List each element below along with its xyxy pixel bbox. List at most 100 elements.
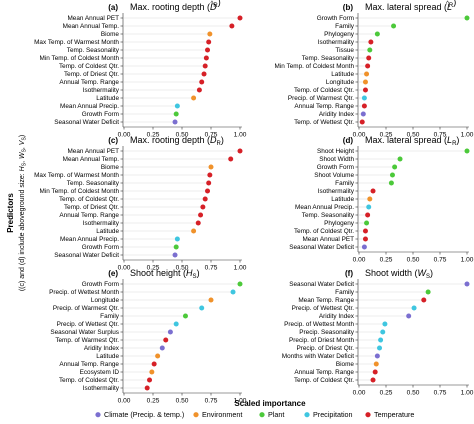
x-tick-label: 0.75 (205, 132, 218, 139)
predictor-label: Temp. of Driest Qtr. (64, 204, 119, 211)
predictor-label: Longitude (91, 297, 120, 304)
predictor-point (208, 297, 214, 303)
predictor-label: Temp. of Driest Qtr. (64, 71, 119, 78)
predictor-label: Isothermality (83, 87, 120, 94)
predictor-point (365, 63, 371, 69)
predictor-point (361, 103, 367, 109)
predictor-label: Temp. of Coldest Qtr. (59, 377, 119, 384)
predictor-label: Temp. Seasonality (67, 180, 120, 187)
x-tick-label: 1.00 (234, 265, 247, 272)
predictor-point (389, 172, 395, 178)
predictor-point (366, 204, 372, 210)
predictor-point (174, 236, 180, 242)
legend-label: Temperature (374, 410, 414, 419)
predictor-row: Precip. of Warmest Qtr. (288, 95, 367, 102)
predictor-label: Precip. of Driest Month (289, 337, 354, 344)
predictor-row: Mean Annual PET (67, 148, 243, 155)
predictor-row: Longitude (326, 79, 368, 86)
panel-axes: 0.00 0.25 0.50 0.75 1.00 (118, 279, 247, 405)
predictor-row: Temp. of Coldest Qtr. (59, 63, 208, 70)
predictor-label: Seasonal Water Deficit (289, 244, 354, 251)
predictor-label: Precip. of Driest Qtr. (296, 345, 354, 352)
x-tick-label: 0.00 (353, 257, 366, 264)
predictor-point (206, 39, 212, 45)
predictor-label: Min Temp. of Coldest Month (40, 188, 120, 195)
predictor-point (229, 23, 235, 29)
predictor-label: Isothermality (318, 39, 355, 46)
predictor-label: Precip. of Wettest Qtr. (292, 305, 355, 312)
x-tick-label: 0.50 (176, 398, 189, 405)
predictor-label: Precip. of Wettest Qtr. (57, 321, 120, 328)
predictor-label: Shoot Width (319, 156, 354, 163)
predictor-point (421, 297, 427, 303)
predictor-label: Max Temp. of Warmest Month (34, 172, 119, 179)
predictor-row: Temp. of Coldest Qtr. (294, 228, 368, 235)
legend-item: Climate (Precip. & temp.) (95, 410, 184, 419)
predictor-point (208, 164, 214, 170)
predictor-point (191, 228, 197, 234)
panel-letter: (b) (343, 3, 354, 12)
predictor-row: Biome (336, 361, 379, 368)
panel-b: (b) Max. lateral spread (L^R) 0.00 0.25 0.50… (275, 0, 474, 139)
predictor-point (172, 119, 178, 125)
predictor-point (406, 313, 412, 319)
x-tick-label: 0.75 (205, 398, 218, 405)
predictor-label: Isothermality (318, 188, 355, 195)
predictor-point (163, 337, 169, 343)
predictor-label: Growth Form (317, 15, 354, 22)
predictor-point (365, 212, 371, 218)
y-axis-title-group: Predictors (6, 193, 15, 233)
predictor-row: Months with Water Deficit (282, 353, 380, 360)
legend: Climate (Precip. & temp.) Environment Plan… (95, 410, 414, 419)
predictor-label: Family (100, 313, 120, 320)
predictor-row: Annual Temp. Range (59, 361, 157, 368)
x-tick-label: 0.75 (205, 265, 218, 272)
predictor-row: Mean Annual PET (302, 236, 368, 243)
panels-group: (a) Max. rooting depth (D^R)0.00 0.25 0.50 0… (34, 0, 474, 405)
predictor-row: Seasonal Water Deficit (54, 252, 178, 259)
predictor-label: Annual Temp. Range (59, 79, 119, 86)
x-tick-label: 1.00 (461, 132, 474, 139)
predictor-label: Precip. of Wettest Month (284, 321, 354, 328)
predictor-row: Phylogeny (324, 220, 370, 227)
x-tick-label: 0.50 (176, 265, 189, 272)
predictor-point (159, 345, 165, 351)
x-tick-label: 0.75 (434, 257, 447, 264)
y-axis-title: Predictors (6, 193, 15, 233)
predictor-label: Growth Form (82, 244, 119, 251)
panel-letter: (c) (108, 136, 118, 145)
predictor-point (199, 79, 205, 85)
predictor-label: Shoot Volume (314, 172, 354, 179)
panel-axes: 0.00 0.25 0.50 0.75 1.00 (353, 146, 474, 264)
predictor-point (237, 281, 243, 287)
predictor-point (182, 313, 188, 319)
predictor-label: Seasonal Water Surplus (50, 329, 119, 336)
predictor-point (391, 23, 397, 29)
predictor-point (191, 95, 197, 101)
legend-item: Plant (259, 410, 284, 419)
predictor-point (464, 15, 470, 21)
x-tick-label: 1.00 (461, 390, 474, 397)
predictor-row: Mean Annual Precip. (60, 236, 180, 243)
panel-title: Shoot width (WS) (365, 268, 433, 280)
predictor-label: Temp. Seasonality (302, 55, 355, 62)
predictor-point (361, 95, 367, 101)
predictor-row: Shoot Width (319, 156, 403, 163)
predictor-row: Min Temp. of Coldest Month (40, 188, 211, 195)
predictor-row: Precip. of Driest Qtr. (296, 345, 383, 352)
legend-item: Temperature (365, 410, 414, 419)
predictor-row: Precip. Seasonality (299, 329, 386, 336)
predictor-row: Shoot Volume (314, 172, 395, 179)
predictor-row: Shoot Height (317, 148, 470, 155)
predictor-label: Precip. of Warmest Qtr. (53, 305, 119, 312)
x-tick-label: 0.00 (353, 390, 366, 397)
predictor-label: Mean Annual PET (67, 15, 119, 22)
predictor-row: Isothermality (318, 39, 374, 46)
predictor-point (370, 377, 376, 383)
predictor-point (397, 156, 403, 162)
panel-letter: (f) (345, 269, 353, 278)
predictor-point (392, 164, 398, 170)
predictor-row: Aridity Index (319, 111, 366, 118)
predictor-label: Temp. of Coldest Qtr. (294, 377, 354, 384)
